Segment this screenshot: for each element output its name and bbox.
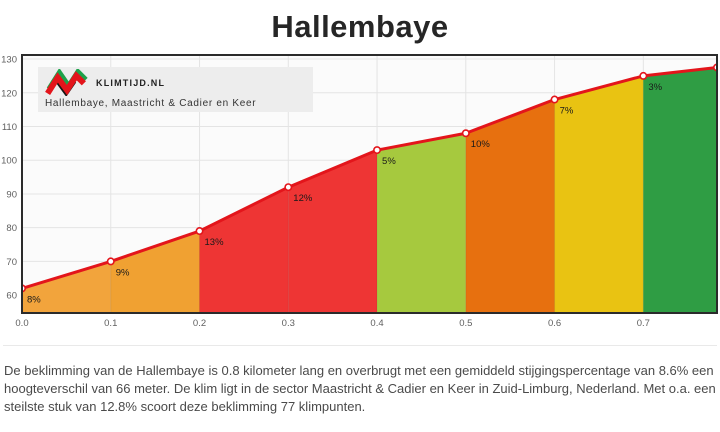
x-axis-tick-label: 0.1	[104, 318, 117, 329]
y-axis-tick-label: 80	[6, 223, 17, 234]
chart-legend: KLIMTIJD.NL Hallembaye, Maastricht & Cad…	[38, 67, 313, 112]
gradient-zone-13pct	[199, 187, 289, 313]
gradient-zone-9pct	[110, 231, 200, 313]
data-point-marker[interactable]	[461, 129, 470, 138]
gradient-zone-7pct	[554, 75, 644, 313]
gradient-label: 8%	[27, 294, 41, 305]
y-axis-tick-label: 90	[6, 189, 17, 200]
gradient-zone-10pct	[465, 99, 555, 313]
gradient-zone-8pct	[22, 261, 111, 313]
gradient-label: 9%	[116, 267, 130, 278]
x-axis-tick-label: 0.5	[459, 318, 472, 329]
gradient-label: 12%	[293, 193, 313, 204]
gradient-zone-3pct	[643, 67, 717, 313]
gradient-label: 5%	[382, 156, 396, 167]
climb-description: De beklimming van de Hallembaye is 0.8 k…	[4, 363, 716, 414]
x-axis-tick-label: 0.4	[370, 318, 383, 329]
y-axis-tick-label: 120	[1, 88, 17, 99]
page-title: Hallembaye	[271, 9, 449, 44]
y-axis-tick-label: 110	[2, 122, 17, 133]
gradient-label: 7%	[560, 106, 574, 117]
data-point-marker[interactable]	[284, 183, 293, 192]
legend-subtitle: Hallembaye, Maastricht & Cadier en Keer	[45, 98, 257, 109]
climb-profile-chart: 60 70 80 90 100 110 120 130 0.0 0.1 0.2 0.3 0.4 0.5 0.…	[0, 50, 720, 340]
logo-zigzag-red	[45, 71, 86, 96]
klimtijd-logo-icon	[45, 69, 88, 96]
data-point-marker[interactable]	[106, 257, 115, 266]
plot-border	[21, 54, 718, 314]
y-axis-tick-label: 70	[6, 257, 17, 268]
y-axis-tick-label: 60	[6, 291, 17, 302]
gradient-label: 10%	[471, 139, 491, 150]
data-point-marker[interactable]	[639, 71, 648, 80]
brand-name: KLIMTIJD.NL	[96, 77, 166, 88]
x-axis-tick-label: 0.6	[548, 318, 561, 329]
x-axis-tick-label: 0.0	[15, 318, 28, 329]
gradient-zone-5pct	[377, 133, 466, 313]
data-point-marker[interactable]	[195, 227, 204, 236]
data-point-marker[interactable]	[373, 146, 382, 155]
y-axis-tick-label: 130	[1, 55, 17, 66]
gradient-zone-12pct	[288, 150, 378, 313]
legend-brand-row: KLIMTIJD.NL	[45, 69, 313, 96]
y-axis-tick-label: 100	[1, 156, 17, 167]
gradient-label: 13%	[205, 237, 225, 248]
x-axis-tick-label: 0.7	[637, 318, 650, 329]
data-point-marker[interactable]	[550, 95, 559, 104]
x-axis-tick-label: 0.2	[193, 318, 206, 329]
section-divider	[3, 345, 717, 346]
x-axis-tick-label: 0.3	[282, 318, 295, 329]
climb-profile-svg: 60 70 80 90 100 110 120 130 0.0 0.1 0.2 0.3 0.4 0.5 0.…	[1, 54, 718, 329]
gradient-label: 3%	[648, 82, 662, 93]
